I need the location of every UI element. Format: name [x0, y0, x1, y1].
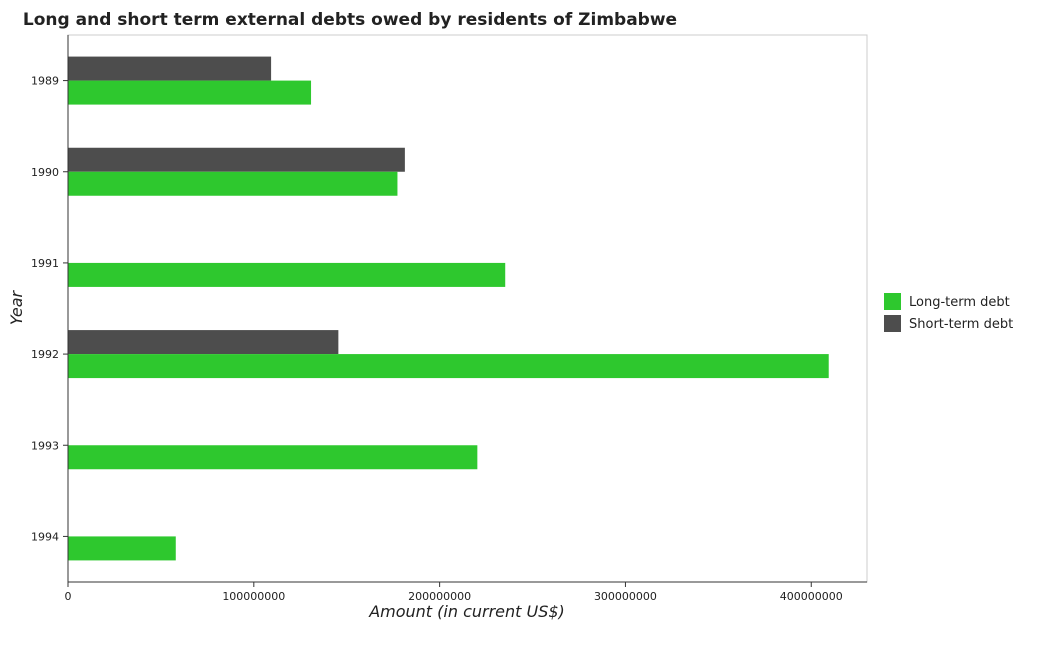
y-tick-label: 1991	[31, 257, 59, 270]
x-tick-label: 400000000	[780, 590, 843, 603]
legend-label: Long-term debt	[909, 295, 1010, 310]
y-tick-label: 1992	[31, 348, 59, 361]
x-tick-label: 200000000	[408, 590, 471, 603]
legend-swatch	[884, 293, 901, 310]
y-tick-label: 1990	[31, 166, 59, 179]
x-tick-label: 0	[65, 590, 72, 603]
x-axis: 0 100000000 200000000 300000000 400000000	[65, 581, 867, 603]
bar-long-term-1989	[68, 80, 312, 105]
y-axis: 1989 1990 1991 1992 1993 1994	[31, 35, 69, 582]
y-tick-label: 1994	[31, 530, 59, 543]
bar-long-term-1993	[68, 445, 478, 470]
bar-short-term-1992	[68, 330, 339, 355]
bar-short-term-1989	[68, 56, 272, 81]
bar-long-term-1991	[68, 262, 506, 287]
bar-long-term-1992	[68, 354, 829, 379]
y-tick-label: 1993	[31, 439, 59, 452]
legend: Long-term debt Short-term debt	[884, 293, 1013, 332]
bar-short-term-1990	[68, 147, 405, 172]
x-tick-label: 100000000	[222, 590, 285, 603]
plot-area	[67, 34, 868, 583]
x-tick-label: 300000000	[594, 590, 657, 603]
legend-label: Short-term debt	[909, 317, 1013, 332]
bar-long-term-1990	[68, 171, 398, 196]
bar-long-term-1994	[68, 536, 176, 561]
legend-swatch	[884, 315, 901, 332]
y-tick-label: 1989	[31, 75, 59, 88]
y-axis-label: Year	[7, 289, 26, 325]
x-axis-label: Amount (in current US$)	[368, 602, 565, 621]
chart-title: Long and short term external debts owed …	[23, 10, 677, 30]
bars-layer	[68, 56, 829, 561]
